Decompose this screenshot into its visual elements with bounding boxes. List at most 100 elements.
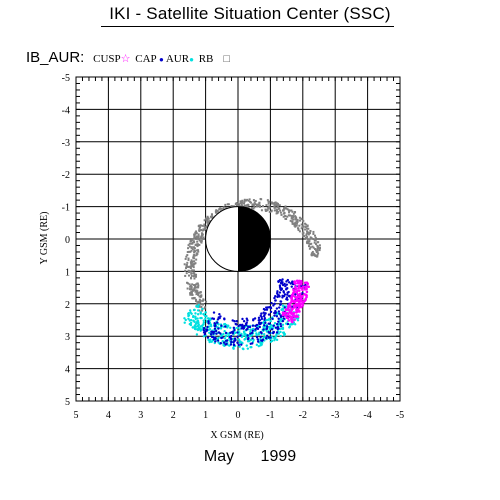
rb-point	[188, 242, 191, 245]
cap-point	[203, 333, 207, 336]
cap-point	[273, 296, 276, 300]
aur-point	[250, 345, 253, 349]
aur-point	[195, 305, 198, 308]
cap-point	[216, 318, 220, 321]
rb-point	[194, 290, 197, 293]
cap-point	[278, 284, 282, 287]
cap-point	[246, 334, 249, 337]
month-label: May	[203, 448, 235, 465]
rb-point	[193, 260, 196, 263]
aur-point	[269, 319, 272, 323]
cap-point	[286, 291, 289, 294]
cusp-point	[305, 287, 308, 291]
rb-point	[300, 227, 303, 230]
cap-point	[232, 343, 236, 347]
cap-point	[259, 314, 262, 317]
rb-point	[189, 285, 192, 288]
rb-point	[198, 237, 201, 240]
rb-point	[240, 203, 243, 206]
aur-point	[210, 340, 213, 343]
aur-point	[234, 331, 237, 334]
aur-point	[200, 328, 203, 331]
cap-point	[233, 337, 237, 340]
rb-point	[279, 211, 282, 214]
rb-point	[184, 269, 187, 272]
aur-point	[226, 324, 230, 327]
rb-point	[283, 207, 286, 210]
rb-point	[197, 233, 200, 236]
cap-point	[260, 317, 264, 321]
rb-point	[195, 230, 198, 233]
rb-point	[246, 205, 249, 208]
cap-point	[276, 290, 279, 293]
aur-point	[238, 328, 241, 331]
rb-point	[285, 207, 288, 210]
rb-point	[190, 263, 193, 266]
cusp-point	[304, 285, 307, 289]
cap-point	[232, 341, 235, 344]
cap-point	[207, 322, 210, 325]
cap-point	[214, 340, 217, 343]
rb-point	[187, 247, 190, 250]
rb-point	[195, 243, 198, 246]
rb-point	[193, 247, 196, 250]
cap-point	[236, 331, 239, 334]
rb-point	[184, 257, 187, 260]
cusp-point	[295, 314, 298, 317]
rb-point	[185, 255, 188, 258]
cap-point	[230, 340, 233, 344]
cap-point	[213, 327, 217, 330]
rb-point	[187, 269, 190, 272]
aur-point	[197, 303, 200, 307]
rb-point	[197, 284, 200, 287]
cap-point	[262, 311, 265, 314]
rb-point	[286, 215, 289, 218]
rb-point	[300, 223, 303, 226]
rb-point	[199, 299, 202, 302]
cap-point	[259, 335, 262, 339]
cusp-point	[290, 320, 294, 323]
rb-point	[258, 204, 261, 207]
rb-point	[292, 218, 295, 221]
rb-point	[261, 205, 264, 208]
rb-point	[198, 229, 201, 232]
rb-point	[292, 216, 295, 219]
rb-point	[194, 232, 197, 235]
aur-point	[274, 335, 277, 338]
cusp-point	[286, 316, 290, 320]
cap-point	[262, 328, 265, 331]
rb-point	[219, 207, 222, 210]
aur-point	[274, 337, 277, 340]
cap-point	[231, 332, 235, 335]
cap-point	[251, 337, 254, 340]
cusp-point	[299, 282, 303, 286]
rb-point	[195, 258, 198, 261]
rb-point	[309, 230, 312, 233]
rb-point	[198, 243, 201, 246]
cap-point	[281, 294, 284, 297]
rb-point	[190, 249, 193, 252]
rb-point	[305, 233, 308, 236]
rb-point	[201, 229, 204, 232]
cap-point	[277, 280, 280, 283]
rb-point	[185, 265, 188, 268]
cap-point	[294, 293, 297, 296]
cap-point	[209, 333, 213, 336]
rb-point	[310, 242, 313, 245]
rb-point	[189, 276, 192, 279]
rb-point	[197, 249, 200, 252]
cap-point	[237, 324, 240, 328]
cap-point	[282, 291, 286, 294]
rb-point	[238, 204, 241, 207]
rb-point	[292, 212, 295, 215]
aur-point	[223, 337, 227, 340]
rb-point	[299, 219, 302, 222]
cap-point	[206, 325, 209, 329]
rb-point	[199, 224, 202, 227]
aur-point	[237, 333, 240, 336]
rb-point	[231, 205, 234, 208]
rb-point	[196, 249, 199, 252]
rb-point	[200, 228, 203, 231]
aur-point	[224, 334, 228, 338]
cap-point	[255, 336, 259, 339]
